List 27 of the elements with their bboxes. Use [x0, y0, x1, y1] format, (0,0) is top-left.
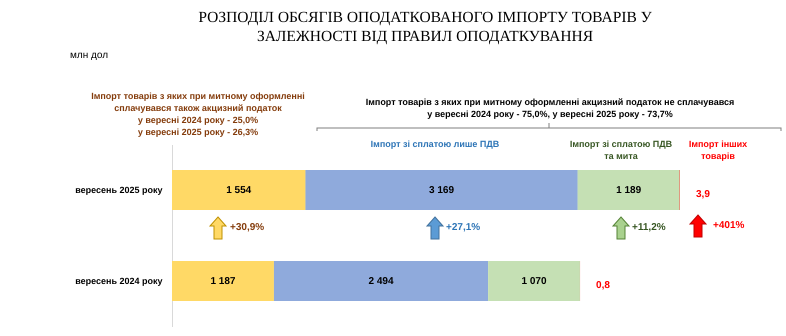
data-label: 1 070 [522, 276, 547, 287]
annotation: +27,1% [446, 222, 482, 234]
data-label: 1 187 [210, 276, 236, 287]
data-label: 1 189 [616, 185, 642, 196]
annotation: +30,9% [230, 222, 266, 234]
bar [305, 170, 578, 210]
bar [172, 170, 306, 210]
series-label: Імпорт зі сплатою ПДВ та мита [568, 138, 674, 162]
series-label: Імпорт інших товарів [688, 138, 748, 162]
data-label: 0,8 [596, 280, 610, 291]
bar [488, 261, 580, 301]
text: +401% [713, 220, 746, 232]
data-label: 3 169 [428, 185, 454, 196]
bar [172, 261, 274, 301]
y-tick-label: вересень 2024 року [75, 276, 162, 286]
bar [578, 170, 680, 210]
data-label: 1 554 [226, 185, 252, 196]
annotation: +11,2% [632, 222, 667, 234]
chart-title: РОЗПОДІЛ ОБСЯГІВ ОПОДАТКОВАНОГО ІМПОРТУ ТОВАРІВ У ЗАЛЕЖНОСТІ ВІД ПРАВИЛ ОПОДАТКУВАННЯ [197, 8, 653, 46]
data-label: 3,9 [696, 189, 710, 200]
y-tick-label: вересень 2025 року [75, 185, 162, 195]
text: Імпорт товарів з яких при митному оформленні сплачувався також акцизний податок у вересні 2024 року - 25,0% у вересні 2025 року - 26,3% [90, 90, 306, 138]
text: Імпорт зі сплатою лише ПДВ [370, 138, 500, 150]
data-label: 2 494 [368, 276, 394, 287]
text: Імпорт товарів з яких при митному оформленні акцизний податок не сплачувався у вересні 2024 року - 75,0%, у вересні 2025 року - 73,7% [364, 96, 736, 120]
bar [274, 261, 488, 301]
text: млн дол [70, 50, 108, 62]
